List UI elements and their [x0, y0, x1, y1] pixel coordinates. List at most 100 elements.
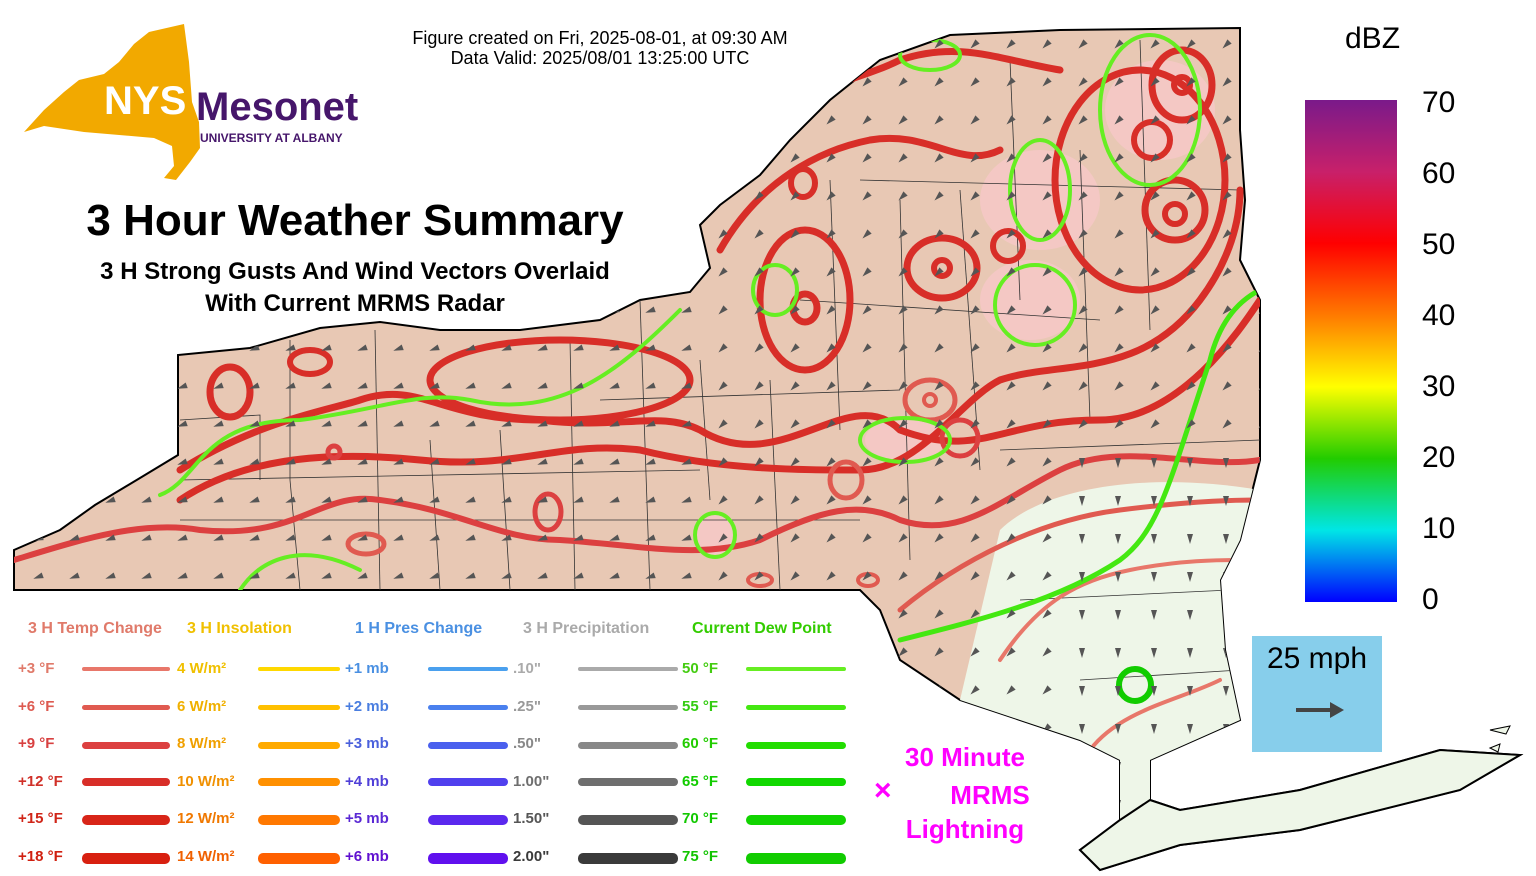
legend-label: .50"	[513, 735, 541, 752]
wind-arrow-icon	[1042, 343, 1052, 353]
colorbar-tick-label: 50	[1422, 228, 1456, 261]
wind-arrow-icon	[1186, 229, 1196, 239]
wind-arrow-icon	[1078, 153, 1088, 163]
wind-arrow-icon	[501, 762, 512, 769]
wind-arrow-icon	[1475, 838, 1481, 848]
wind-arrow-icon	[1439, 838, 1445, 848]
wind-arrow-icon	[1403, 496, 1409, 506]
logo-nys-text: NYS	[104, 79, 186, 123]
wind-arrow-icon	[1510, 115, 1520, 125]
wind-arrow-icon	[1295, 534, 1301, 544]
wind-arrow-icon	[141, 534, 152, 541]
wind-arrow-icon	[1079, 762, 1085, 772]
wind-arrow-icon	[1222, 77, 1232, 87]
wind-arrow-icon	[645, 724, 656, 731]
wind-arrow-icon	[790, 39, 800, 49]
wind-arrow-icon	[1511, 724, 1517, 734]
legend-label: +4 mb	[345, 772, 389, 790]
lightning-label-line3: Lightning	[905, 814, 1025, 844]
wind-arrow-icon	[33, 572, 44, 579]
wind-arrow-icon	[1258, 267, 1268, 277]
wind-arrow-icon	[285, 838, 296, 845]
wind-arrow-icon	[681, 344, 692, 351]
wind-arrow-icon	[1006, 495, 1016, 505]
wind-arrow-icon	[1402, 115, 1412, 125]
wind-arrow-icon	[1006, 153, 1016, 163]
wind-arrow-icon	[898, 267, 908, 277]
wind-arrow-icon	[754, 495, 764, 505]
wind-arrow-icon	[1223, 610, 1229, 620]
wind-arrow-icon	[69, 572, 80, 579]
wind-arrow-icon	[465, 382, 476, 389]
wind-arrow-icon	[1114, 229, 1124, 239]
wind-arrow-icon	[645, 458, 656, 465]
wind-arrow-icon	[105, 648, 116, 655]
wind-arrow-icon	[790, 229, 800, 239]
wind-arrow-icon	[898, 647, 908, 657]
wind-arrow-icon	[609, 382, 620, 389]
wind-arrow-icon	[934, 305, 944, 315]
wind-arrow-icon	[1510, 191, 1520, 201]
wind-arrow-icon	[1510, 77, 1520, 87]
wind-arrow-icon	[1402, 419, 1412, 429]
wind-arrow-icon	[790, 343, 800, 353]
wind-arrow-icon	[790, 723, 800, 733]
wind-arrow-icon	[754, 343, 764, 353]
wind-arrow-icon	[1438, 343, 1448, 353]
wind-arrow-icon	[1078, 267, 1088, 277]
wind-arrow-icon	[609, 572, 620, 579]
wind-arrow-icon	[249, 458, 260, 465]
wind-arrow-icon	[537, 534, 548, 541]
wind-arrow-icon	[465, 534, 476, 541]
wind-arrow-icon	[1474, 343, 1484, 353]
legend-line-swatch	[258, 704, 340, 710]
wind-arrow-icon	[429, 154, 440, 161]
wind-arrow-icon	[1259, 838, 1265, 848]
wind-arrow-icon	[1078, 343, 1088, 353]
wind-arrow-icon	[1115, 572, 1121, 582]
wind-arrow-icon	[1402, 77, 1412, 87]
wind-arrow-icon	[1438, 419, 1448, 429]
wind-arrow-icon	[213, 610, 224, 617]
wind-arrow-icon	[1187, 534, 1193, 544]
wind-arrow-icon	[898, 77, 908, 87]
legend-label: 55 °F	[682, 697, 719, 715]
wind-arrow-icon	[285, 534, 296, 541]
wind-arrow-icon	[862, 77, 872, 87]
wind-arrow-icon	[105, 420, 116, 427]
wind-arrow-icon	[69, 344, 80, 351]
wind-arrow-icon	[1042, 647, 1052, 657]
wind-arrow-icon	[1511, 534, 1517, 544]
wind-arrow-icon	[681, 116, 692, 123]
legend-label: +9 °F	[18, 735, 55, 752]
wind-arrow-icon	[1511, 800, 1517, 810]
wind-arrow-icon	[357, 534, 368, 541]
wind-arrow-icon	[501, 420, 512, 427]
colorbar-tick-label: 40	[1422, 299, 1456, 332]
wind-arrow-icon	[321, 762, 332, 769]
wind-arrow-icon	[573, 382, 584, 389]
legend-line-swatch	[578, 667, 678, 671]
wind-arrow-icon	[573, 420, 584, 427]
wind-arrow-icon	[285, 344, 296, 351]
wind-arrow-icon	[1403, 648, 1409, 658]
wind-arrow-icon	[718, 647, 728, 657]
wind-arrow-icon	[790, 837, 800, 847]
wind-arrow-icon	[249, 344, 260, 351]
legend-label: +1 mb	[345, 660, 389, 677]
wind-arrow-icon	[69, 800, 80, 807]
subtitle-line-1: 3 H Strong Gusts And Wind Vectors Overla…	[100, 258, 610, 285]
wind-arrow-icon	[1042, 419, 1052, 429]
wind-arrow-icon	[934, 153, 944, 163]
wind-arrow-icon	[1403, 458, 1409, 468]
wind-arrow-icon	[177, 724, 188, 731]
legend-heading: 3 H Temp Change	[28, 620, 162, 637]
wind-arrow-icon	[141, 572, 152, 579]
wind-arrow-icon	[754, 229, 764, 239]
wind-arrow-icon	[970, 343, 980, 353]
wind-arrow-icon	[177, 572, 188, 579]
wind-arrow-icon	[429, 724, 440, 731]
wind-arrow-icon	[826, 153, 836, 163]
wind-arrow-icon	[429, 534, 440, 541]
wind-arrow-icon	[357, 496, 368, 503]
